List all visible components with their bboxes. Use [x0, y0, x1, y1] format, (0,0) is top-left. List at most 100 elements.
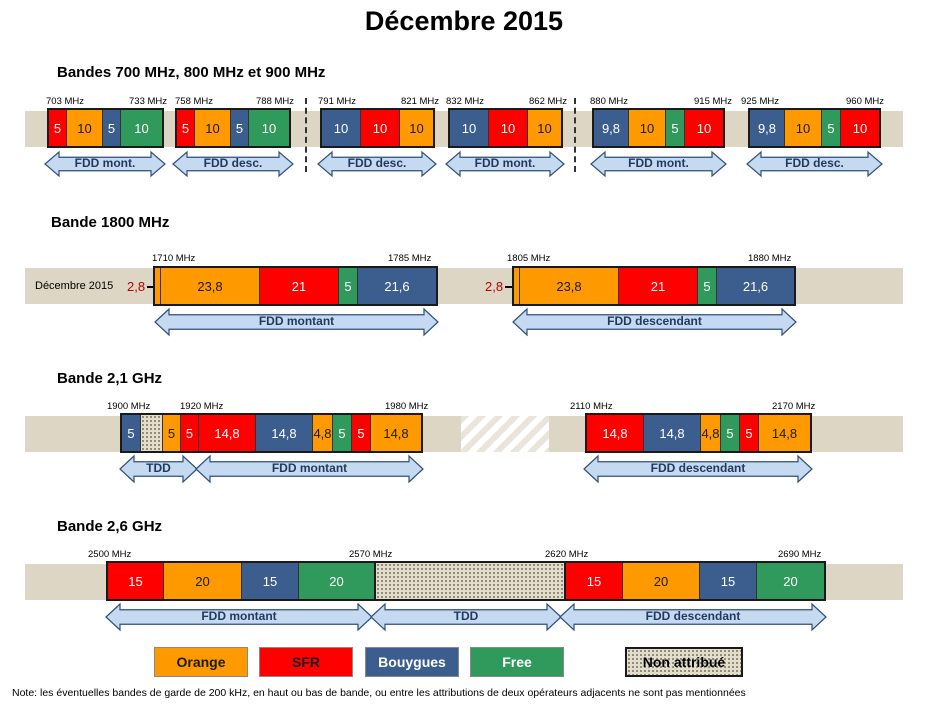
band-segment: 5: [332, 415, 351, 451]
legend-bouygues: Bouygues: [365, 647, 459, 677]
freq-label: 758 MHz: [175, 96, 214, 107]
freq-label: 2500 MHz: [88, 549, 132, 560]
freq-label: 821 MHz: [401, 96, 440, 107]
double-arrow-icon: [559, 602, 827, 632]
double-arrow-icon: [317, 150, 437, 178]
band-segment: 20: [298, 563, 374, 599]
band-segment: 10: [360, 110, 399, 146]
freq-label: 880 MHz: [590, 96, 629, 107]
freq-label: 832 MHz: [446, 96, 485, 107]
section-title-2600: Bande 2,6 GHz: [57, 518, 163, 535]
tick-mark: [147, 286, 155, 288]
band-segment: 23,8: [160, 268, 259, 304]
band-block: 9,8 10 5 10: [748, 108, 881, 148]
page-title: Décembre 2015: [364, 6, 564, 36]
band-segment: [514, 268, 519, 304]
band-segment: 20: [163, 563, 241, 599]
freq-label: 2570 MHz: [349, 549, 393, 560]
band-segment: 5: [720, 415, 739, 451]
band-segment: 10: [248, 110, 289, 146]
band-segment: 21,6: [357, 268, 436, 304]
band-segment: 10: [840, 110, 879, 146]
freq-label: 1710 MHz: [152, 253, 196, 264]
freq-label: 925 MHz: [741, 96, 780, 107]
band-segment: 14,8: [370, 415, 421, 451]
band-segment: 5: [697, 268, 716, 304]
arrow-label: TDD: [453, 609, 479, 623]
freq-label: 1980 MHz: [385, 401, 429, 412]
tdd-unassigned-segment: [374, 563, 564, 599]
band-block: 14,8 14,8 4,8 5 5 14,8: [585, 413, 812, 453]
band-block: 23,8 21 5 21,6: [153, 266, 438, 306]
freq-label: 862 MHz: [529, 96, 568, 107]
band-block: 5 5 5 14,8 14,8 4,8 5 5 14,8: [120, 413, 423, 453]
band-segment: 5: [338, 268, 357, 304]
band-segment: 5: [351, 415, 370, 451]
band-segment: 21: [259, 268, 338, 304]
freq-label: 703 MHz: [46, 96, 85, 107]
band-segment: 14,8: [198, 415, 255, 451]
legend-not-assigned: Non attribué: [625, 647, 743, 677]
double-arrow-icon: [154, 307, 439, 337]
freq-label: 1880 MHz: [748, 253, 792, 264]
freq-label: 960 MHz: [846, 96, 885, 107]
freq-label: 1920 MHz: [180, 401, 224, 412]
band-segment: 4,8: [312, 415, 332, 451]
band-segment: 10: [66, 110, 102, 146]
band-segment: 10: [527, 110, 561, 146]
arrow-label: FDD montant: [258, 314, 335, 328]
freq-label: 1785 MHz: [388, 253, 432, 264]
freq-label: 1900 MHz: [107, 401, 151, 412]
small-value-label: 2,8: [127, 279, 146, 294]
band-block: 10 10 10: [448, 108, 563, 148]
band-segment: 5: [102, 110, 120, 146]
double-arrow-icon: [172, 150, 294, 178]
freq-label: 2170 MHz: [772, 401, 816, 412]
band-segment: 20: [756, 563, 824, 599]
legend-sfr: SFR: [259, 647, 353, 677]
double-arrow-icon: [512, 307, 797, 337]
double-arrow-icon: [583, 454, 813, 484]
band-segment: 15: [108, 563, 163, 599]
freq-label: 1805 MHz: [507, 253, 551, 264]
band-segment: 14,8: [758, 415, 810, 451]
band-segment: 10: [488, 110, 527, 146]
band-segment: 15: [241, 563, 298, 599]
arrow-label: FDD descendant: [650, 461, 746, 475]
band-segment: 15: [699, 563, 756, 599]
tick-mark: [505, 286, 513, 288]
arrow-label: FDD descendant: [645, 609, 741, 623]
separator-line: [305, 98, 307, 172]
band-segment: 5: [162, 415, 180, 451]
band-segment: 5: [230, 110, 248, 146]
band-segment: 5: [180, 415, 198, 451]
band-segment: 23,8: [519, 268, 618, 304]
legend-free: Free: [470, 647, 564, 677]
band-segment: 5: [122, 415, 140, 451]
double-arrow-icon: [195, 454, 424, 484]
arrow-label: FDD desc.: [203, 156, 263, 170]
double-arrow-icon: [590, 150, 727, 178]
arrow-label: FDD mont.: [74, 156, 136, 170]
band-segment: 10: [628, 110, 665, 146]
small-value-label: 2,8: [485, 279, 504, 294]
band-block: 15 20 15 20 15 20 15 20: [106, 561, 826, 601]
arrow-label: FDD montant: [271, 461, 348, 475]
band-segment: 14,8: [255, 415, 312, 451]
band-segment: 10: [194, 110, 230, 146]
band-segment: 10: [784, 110, 821, 146]
freq-label: 915 MHz: [694, 96, 733, 107]
band-segment: 4,8: [700, 415, 720, 451]
row-label: Décembre 2015: [35, 280, 114, 292]
legend-orange: Orange: [154, 647, 248, 677]
band-segment: 10: [399, 110, 433, 146]
section-title-2100: Bande 2,1 GHz: [57, 370, 163, 387]
arrow-label: FDD desc.: [785, 156, 844, 170]
band-block: 10 10 10: [320, 108, 435, 148]
arrow-label: FDD mont.: [628, 156, 689, 170]
band-segment: 5: [665, 110, 684, 146]
band-segment: 10: [322, 110, 360, 146]
band-block: 23,8 21 5 21,6: [512, 266, 796, 306]
band-segment: 5: [177, 110, 194, 146]
arrow-label: FDD desc.: [347, 156, 407, 170]
